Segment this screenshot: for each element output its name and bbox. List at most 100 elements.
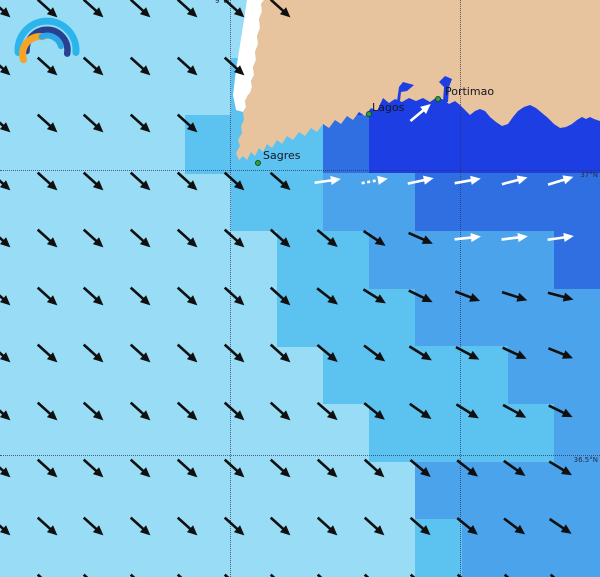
wind-arrow-black [0, 270, 25, 321]
wind-arrow-black [0, 213, 25, 264]
latitude-label: 36.5°N [573, 456, 598, 464]
wave-cell [415, 173, 463, 232]
wave-cell [553, 519, 600, 577]
wind-arrow-black [0, 98, 25, 149]
wind-arrow-black [68, 0, 119, 33]
wind-arrow-black [21, 98, 72, 149]
wave-cell [507, 461, 555, 520]
wave-cell [553, 461, 600, 520]
wave-cell [507, 230, 555, 290]
wind-arrow-black [0, 500, 25, 551]
portimao-estuary-inlet [439, 76, 452, 102]
wind-arrow-black [68, 155, 119, 206]
city-dot [366, 111, 372, 117]
wind-arrow-black [255, 155, 306, 206]
wind-arrow-white [399, 159, 442, 202]
wind-arrow-black [255, 213, 306, 264]
wind-arrow-black [489, 443, 539, 493]
wind-arrow-black [348, 500, 399, 551]
wind-arrow-black [115, 40, 166, 91]
wind-arrow-black [302, 328, 353, 379]
latitude-gridline [0, 170, 600, 171]
wind-arrow-black [444, 272, 491, 319]
wind-arrow-black [21, 213, 72, 264]
wind-arrow-black [68, 443, 119, 494]
wind-arrow-black [397, 214, 445, 262]
wind-arrow-black [395, 385, 445, 435]
wind-arrow-black [68, 40, 119, 91]
wind-arrow-black [115, 500, 166, 551]
wind-arrow-black [0, 155, 25, 206]
wind-arrow-black [115, 0, 166, 33]
wind-arrow-black [349, 271, 399, 321]
wind-arrow-black [21, 328, 72, 379]
wave-cell [461, 115, 509, 174]
wind-arrow-black [255, 443, 306, 494]
wave-cell [461, 288, 509, 347]
wind-arrow-black [348, 385, 399, 436]
wind-arrow-black [161, 98, 212, 149]
wind-arrow-black [488, 500, 538, 550]
wind-arrow-white [307, 160, 348, 201]
wind-arrow-black [395, 500, 446, 551]
wind-arrow-black [68, 385, 119, 436]
wind-arrow-black [349, 213, 399, 263]
wave-cell [461, 403, 509, 463]
wave-cell [461, 346, 509, 405]
wind-arrow-black [490, 329, 538, 377]
wave-cell [507, 519, 555, 577]
wave-cell [507, 288, 555, 347]
rainbow-arc-logo [14, 17, 80, 64]
wind-arrow-white [540, 218, 581, 259]
wind-arrow-black [21, 0, 72, 33]
wind-arrow-black [115, 213, 166, 264]
wind-arrow-black [255, 500, 306, 551]
latitude-gridline [0, 455, 600, 456]
wind-arrow-black [21, 270, 72, 321]
wind-arrow-black [161, 270, 212, 321]
wind-arrow-black [208, 40, 259, 91]
wave-cell [507, 346, 555, 405]
wind-arrow-black [443, 329, 492, 378]
wave-cell [415, 115, 463, 174]
latitude-label: 37°N [580, 171, 598, 179]
city-label: Portimao [445, 85, 495, 98]
wind-arrow-black [302, 270, 353, 321]
wind-arrow-black [395, 328, 445, 378]
wind-arrow-white [395, 88, 446, 139]
wave-cell [507, 403, 555, 463]
wind-arrow-black [68, 270, 119, 321]
city-label: Lagos [372, 101, 405, 114]
wind-arrow-black [0, 385, 25, 436]
wind-arrow-black [396, 271, 444, 319]
wind-arrow-black [301, 443, 352, 494]
wave-cell [369, 115, 416, 174]
wind-arrow-black [0, 443, 25, 494]
alvor-lagoon-inlet [397, 82, 414, 101]
wind-arrow-black [301, 500, 352, 551]
wave-cell [553, 173, 600, 232]
wind-arrow-black [161, 0, 212, 33]
wind-arrow-black [255, 0, 306, 33]
wind-arrow-black [21, 155, 72, 206]
wind-arrow-black [68, 500, 119, 551]
land-shape [236, 0, 600, 160]
logo-orange-arc [19, 33, 47, 64]
wind-arrow-black [161, 500, 212, 551]
wind-arrow-black [208, 500, 259, 551]
wind-arrow-white [447, 218, 487, 258]
wind-arrow-black [0, 328, 25, 379]
longitude-gridline [230, 0, 231, 577]
wind-arrow-black [21, 385, 72, 436]
wave-cell [507, 115, 555, 174]
wind-arrow-black [535, 501, 585, 551]
wind-arrow-black [301, 385, 352, 436]
wind-arrow-black [208, 385, 259, 436]
wave-cell [553, 230, 600, 290]
wind-arrow-black [161, 443, 212, 494]
wave-cell [461, 173, 509, 232]
wave-cell [553, 403, 600, 463]
wind-arrow-black [68, 98, 119, 149]
wind-arrow-black [21, 40, 72, 91]
